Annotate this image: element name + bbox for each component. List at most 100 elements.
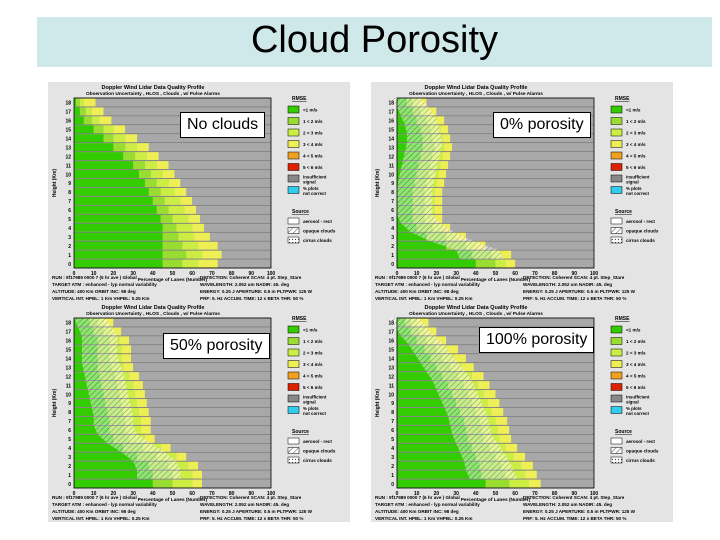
footer-left-line: ALTITUDE: 400 Km ORBIT INC: 98 deg: [375, 509, 459, 514]
bar-segment: [162, 232, 179, 241]
bar-segment: [188, 214, 201, 223]
bar-segment: [148, 187, 161, 196]
bar-segment: [125, 416, 141, 425]
y-tick-label: 15: [388, 348, 394, 354]
legend-title: RMSE: [292, 96, 307, 102]
bar-segment: [113, 318, 272, 327]
legend-label: % plots: [626, 186, 642, 191]
y-tick-label: 11: [66, 163, 72, 169]
bar-segment: [440, 125, 449, 134]
footer-left-line: TARGET ATM : enhanced - lyp normal varia…: [52, 282, 157, 287]
bar-segment: [123, 152, 136, 161]
legend-swatch: [287, 394, 300, 403]
legend2-title: Source: [615, 209, 632, 215]
bar-segment: [485, 479, 510, 488]
y-tick-label: 16: [388, 339, 394, 345]
bar-segment: [180, 196, 193, 205]
x-tick-label: 80: [552, 271, 558, 277]
bar-segment: [85, 107, 92, 116]
bar-segment: [74, 250, 163, 259]
bar-segment: [172, 214, 189, 223]
legend-swatch: [610, 140, 623, 148]
legend2-label: cirrus clouds: [303, 238, 332, 243]
bar-segment: [142, 381, 271, 390]
y-tick-label: 0: [391, 262, 394, 268]
bar-segment: [135, 390, 145, 399]
footer-right-line: WAVELENGTH: 2.052 um NADIR: 45. deg: [200, 282, 289, 287]
bar-segment: [521, 461, 533, 470]
bar-segment: [397, 479, 486, 488]
footer-left-line: VERTICAL INT. HPBL: 1 Km VHPBL: 0.25 Km: [375, 296, 472, 301]
legend-swatch: [287, 117, 300, 125]
bar-segment: [194, 232, 210, 241]
legend-label: 1 < 2 m/s: [303, 339, 323, 344]
bar-segment: [74, 205, 157, 214]
chart-panel-50-porosity: Doppler Wind Lidar Data Quality Profile O…: [48, 302, 350, 522]
legend2-label: aerosol - rect: [626, 439, 655, 444]
x-tick-label: 60: [189, 271, 195, 277]
bar-segment: [505, 470, 526, 479]
bar-segment: [79, 98, 84, 107]
bar-segment: [434, 205, 443, 214]
bar-segment: [465, 354, 594, 363]
panel-callout: 100% porosity: [479, 327, 595, 353]
footer-left-line: VERTICAL INT. HPBL: 1 Km VHPBL: 0.25 Km: [375, 516, 472, 521]
bar-segment: [99, 116, 112, 125]
y-tick-label: 0: [391, 482, 394, 488]
y-tick-label: 18: [388, 321, 394, 327]
y-tick-label: 13: [65, 145, 71, 151]
bar-segment: [202, 250, 222, 259]
y-tick-label: 14: [388, 137, 394, 143]
y-tick-label: 15: [65, 348, 71, 354]
bar-segment: [397, 443, 472, 452]
bar-segment: [517, 443, 594, 452]
legend2-label: aerosol - rect: [303, 439, 332, 444]
bar-segment: [501, 250, 512, 259]
bar-segment: [499, 399, 594, 407]
y-tick-label: 8: [391, 190, 394, 196]
bar-segment: [152, 196, 165, 205]
y-tick-label: 13: [65, 365, 71, 371]
bar-segment: [103, 125, 114, 134]
bar-segment: [192, 479, 203, 488]
legend2-swatch: [287, 236, 300, 244]
y-tick-label: 14: [388, 357, 394, 363]
bar-segment: [397, 381, 449, 390]
bar-segment: [442, 196, 594, 205]
bar-segment: [79, 107, 86, 116]
legend-label: 5 < 6 m/s: [626, 385, 646, 390]
bar-segment: [180, 179, 271, 187]
bar-segment: [74, 98, 76, 107]
bar-segment: [172, 470, 193, 479]
footer-left-line: RUN : 9f17989 0000 7 (6 hr ave ) Global: [375, 495, 460, 500]
y-tick-label: 15: [388, 128, 394, 134]
x-tick-label: 70: [209, 491, 215, 497]
legend-swatch: [610, 371, 623, 380]
bar-segment: [137, 134, 271, 143]
footer-right-line: WAVELENGTH: 2.052 um NADIR: 45. deg: [523, 502, 612, 507]
bar-segment: [442, 214, 594, 223]
bar-segment: [74, 470, 153, 479]
x-tick-label: 80: [552, 491, 558, 497]
bar-segment: [485, 241, 594, 250]
bar-segment: [182, 241, 199, 250]
bar-segment: [74, 241, 163, 250]
legend-swatch: [610, 117, 623, 125]
bar-segment: [103, 107, 271, 116]
bar-segment: [74, 452, 138, 461]
slide-title: Cloud Porosity: [250, 19, 499, 61]
bar-segment: [103, 134, 114, 143]
legend-swatch: [610, 105, 623, 114]
bar-segment: [515, 259, 594, 268]
bar-segment: [442, 187, 594, 196]
y-tick-label: 18: [388, 101, 394, 107]
bar-segment: [444, 143, 453, 152]
legend2-label: aerosol - rect: [303, 219, 332, 224]
legend-label: 3 < 4 m/s: [303, 362, 323, 367]
chart-title: Doppler Wind Lidar Data Quality Profile: [425, 305, 528, 311]
bar-segment: [397, 390, 453, 399]
plot-frame: [73, 97, 272, 269]
bar-segment: [397, 425, 466, 434]
bar-segment: [532, 461, 594, 470]
legend2-swatch: [610, 447, 623, 454]
